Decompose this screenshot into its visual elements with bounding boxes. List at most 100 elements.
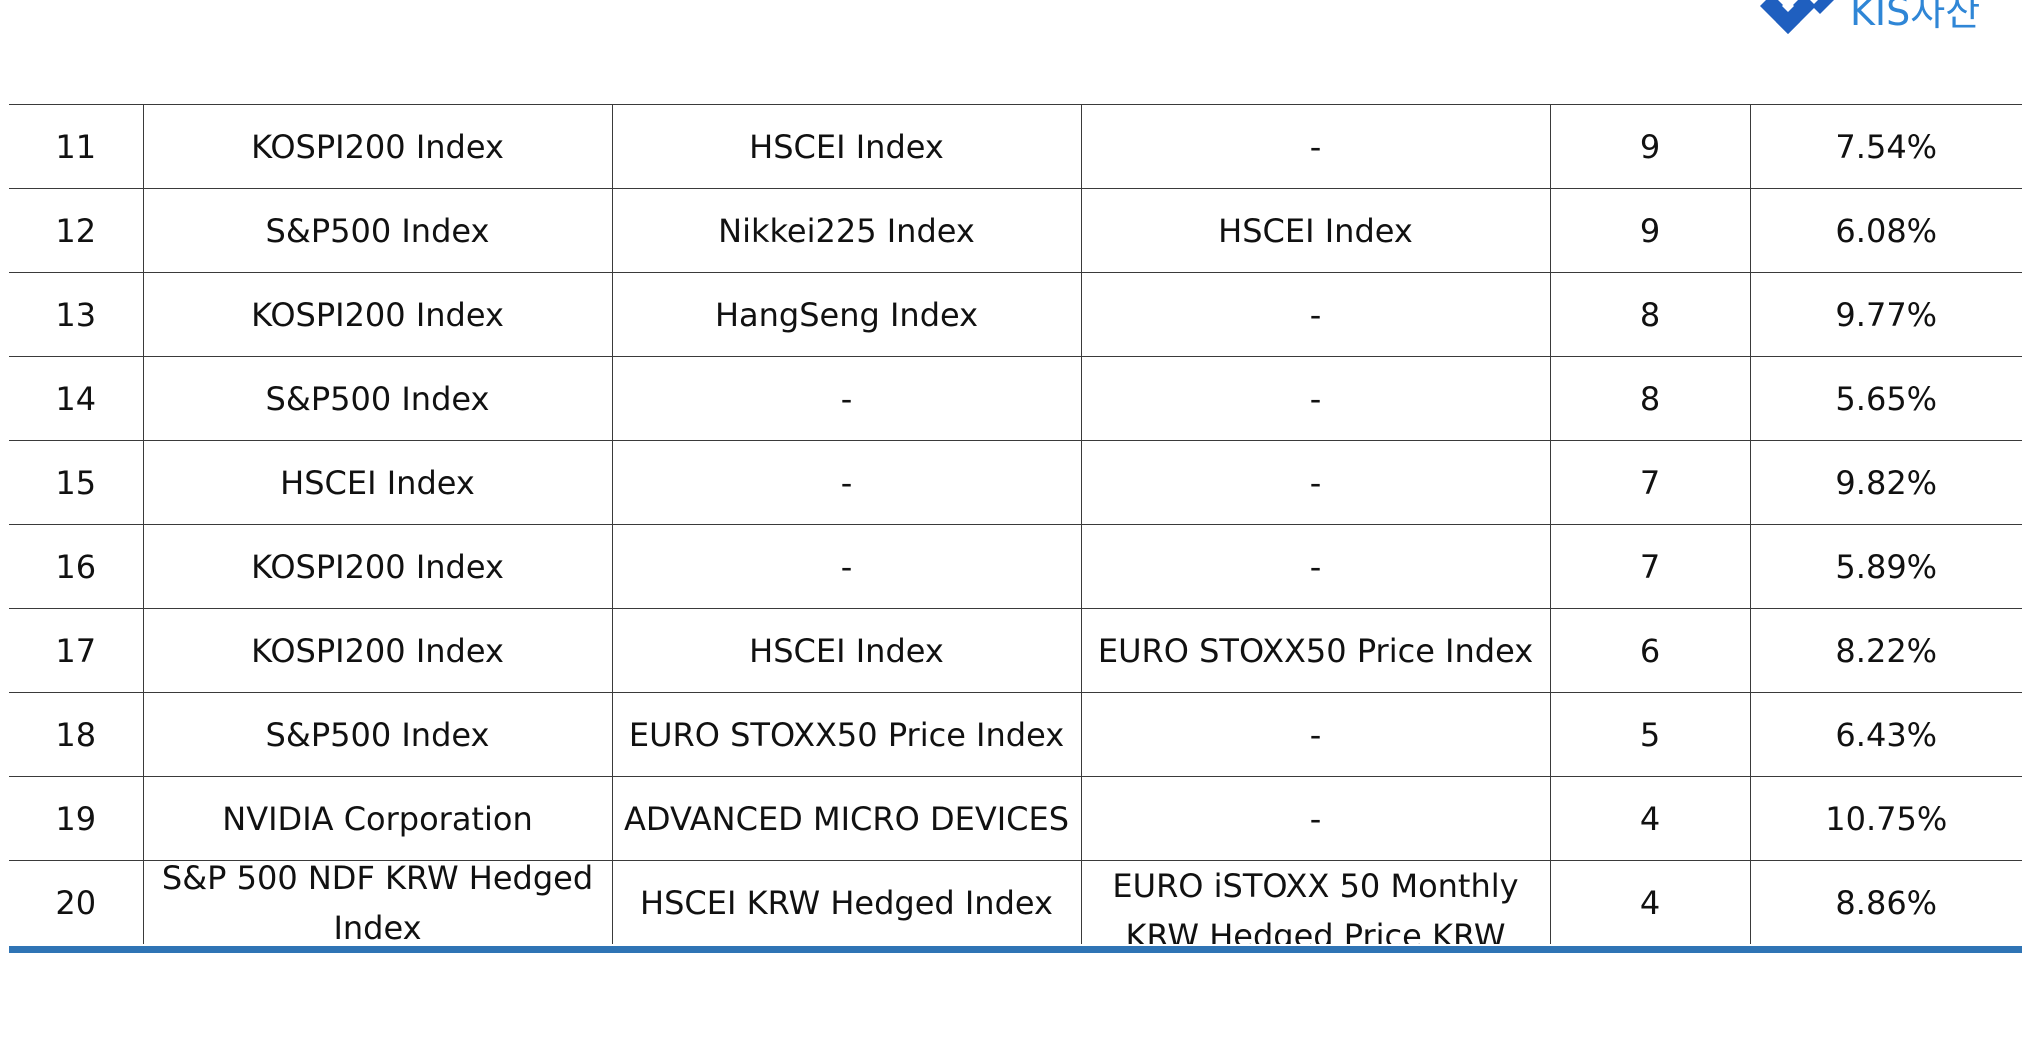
underlying-asset-3-text: - [1309, 379, 1322, 418]
table-body: 11 KOSPI200 Index HSCEI Index - 9 7.54% 12 S&P5… [9, 104, 2022, 944]
rate-text: 7.54% [1835, 127, 1938, 166]
table-row: 13 KOSPI200 Index HangSeng Index - 8 9.77% [9, 272, 2022, 357]
logo-text: KIS자산 [1850, 0, 1981, 34]
row-number-cell: 17 [9, 608, 143, 693]
underlying-asset-3-cell: HSCEI Index [1080, 188, 1550, 273]
underlying-asset-1-cell: NVIDIA Corporation [142, 776, 612, 861]
underlying-asset-2-cell: Nikkei225 Index [611, 188, 1081, 273]
underlying-asset-2-cell: HangSeng Index [611, 272, 1081, 357]
underlying-asset-2-text: HSCEI Index [749, 631, 944, 670]
underlying-asset-1-text: S&P500 Index [265, 715, 490, 754]
rate-text: 9.77% [1835, 295, 1938, 334]
underlying-asset-1-text: S&P500 Index [265, 211, 490, 250]
rate-cell: 5.65% [1749, 356, 2022, 441]
rate-cell: 6.43% [1749, 692, 2022, 777]
count-text: 4 [1639, 799, 1661, 838]
underlying-asset-2-text: - [840, 379, 853, 418]
row-number-cell: 13 [9, 272, 143, 357]
underlying-asset-2-text: ADVANCED MICRO DEVICES [623, 799, 1070, 838]
rate-text: 8.86% [1835, 883, 1938, 922]
underlying-asset-3-text: EURO STOXX50 Price Index [1097, 631, 1534, 670]
row-number-cell: 11 [9, 104, 143, 189]
company-logo: KIS자산 [1752, 0, 1980, 44]
row-number-cell: 12 [9, 188, 143, 273]
rate-text: 8.22% [1835, 631, 1938, 670]
index-combination-table: 11 KOSPI200 Index HSCEI Index - 9 7.54% 12 S&P5… [9, 104, 2022, 944]
underlying-asset-2-cell: - [611, 524, 1081, 609]
index-table-container: 11 KOSPI200 Index HSCEI Index - 9 7.54% 12 S&P5… [9, 104, 2022, 944]
row-number-cell: 19 [9, 776, 143, 861]
rate-text: 5.65% [1835, 379, 1938, 418]
underlying-asset-3-text: - [1309, 715, 1322, 754]
underlying-asset-3-text: - [1309, 463, 1322, 502]
underlying-asset-1-text: S&P500 Index [265, 379, 490, 418]
rate-cell: 8.86% [1749, 860, 2022, 944]
count-cell: 4 [1549, 776, 1750, 861]
underlying-asset-2-text: - [840, 463, 853, 502]
underlying-asset-1-text: KOSPI200 Index [251, 295, 504, 334]
row-number-text: 19 [55, 799, 97, 838]
underlying-asset-1-cell: S&P500 Index [142, 356, 612, 441]
underlying-asset-1-text: KOSPI200 Index [251, 547, 504, 586]
row-number-cell: 20 [9, 860, 143, 944]
row-number-text: 12 [55, 211, 97, 250]
underlying-asset-1-cell: S&P500 Index [142, 692, 612, 777]
underlying-asset-3-cell: - [1080, 104, 1550, 189]
bottom-accent-rule [9, 946, 2022, 953]
underlying-asset-1-cell: KOSPI200 Index [142, 104, 612, 189]
table-row: 16 KOSPI200 Index - - 7 5.89% [9, 524, 2022, 609]
underlying-asset-3-cell: - [1080, 356, 1550, 441]
rate-cell: 8.22% [1749, 608, 2022, 693]
count-cell: 9 [1549, 104, 1750, 189]
underlying-asset-3-cell: EURO STOXX50 Price Index [1080, 608, 1550, 693]
count-cell: 4 [1549, 860, 1750, 944]
underlying-asset-3-text: - [1309, 799, 1322, 838]
count-cell: 8 [1549, 272, 1750, 357]
count-text: 6 [1639, 631, 1661, 670]
table-row: 12 S&P500 Index Nikkei225 Index HSCEI Index… [9, 188, 2022, 273]
kis-diamond-logo-icon [1760, 0, 1834, 34]
underlying-asset-1-text: KOSPI200 Index [251, 631, 504, 670]
table-row: 11 KOSPI200 Index HSCEI Index - 9 7.54% [9, 104, 2022, 189]
count-text: 8 [1639, 379, 1661, 418]
rate-cell: 6.08% [1749, 188, 2022, 273]
underlying-asset-1-text: KOSPI200 Index [251, 127, 504, 166]
row-number-text: 17 [55, 631, 97, 670]
rate-cell: 7.54% [1749, 104, 2022, 189]
table-row: 14 S&P500 Index - - 8 5.65% [9, 356, 2022, 441]
underlying-asset-1-cell: KOSPI200 Index [142, 272, 612, 357]
rate-cell: 9.77% [1749, 272, 2022, 357]
rate-text: 6.08% [1835, 211, 1938, 250]
row-number-text: 13 [55, 295, 97, 334]
underlying-asset-2-cell: HSCEI Index [611, 104, 1081, 189]
underlying-asset-2-cell: - [611, 440, 1081, 525]
row-number-cell: 16 [9, 524, 143, 609]
table-row: 15 HSCEI Index - - 7 9.82% [9, 440, 2022, 525]
table-row: 18 S&P500 Index EURO STOXX50 Price Index - 5… [9, 692, 2022, 777]
count-text: 9 [1639, 127, 1661, 166]
underlying-asset-2-text: Nikkei225 Index [718, 211, 975, 250]
rate-text: 10.75% [1825, 799, 1948, 838]
underlying-asset-3-text: - [1309, 295, 1322, 334]
underlying-asset-3-cell: - [1080, 272, 1550, 357]
underlying-asset-3-cell: - [1080, 692, 1550, 777]
underlying-asset-1-cell: S&P 500 NDF KRW Hedged Index [142, 860, 612, 944]
row-number-text: 18 [55, 715, 97, 754]
row-number-text: 15 [55, 463, 97, 502]
row-number-text: 16 [55, 547, 97, 586]
underlying-asset-1-cell: HSCEI Index [142, 440, 612, 525]
rate-text: 6.43% [1835, 715, 1938, 754]
underlying-asset-3-cell: - [1080, 776, 1550, 861]
underlying-asset-3-cell: EURO iSTOXX 50 Monthly KRW Hedged Price … [1080, 860, 1550, 944]
underlying-asset-1-cell: KOSPI200 Index [142, 608, 612, 693]
count-cell: 7 [1549, 524, 1750, 609]
underlying-asset-3-cell: - [1080, 524, 1550, 609]
row-number-text: 20 [55, 883, 97, 922]
underlying-asset-2-cell: HSCEI KRW Hedged Index [611, 860, 1081, 944]
underlying-asset-3-text: EURO iSTOXX 50 Monthly KRW Hedged Price … [1112, 867, 1519, 944]
count-text: 5 [1639, 715, 1661, 754]
underlying-asset-2-text: EURO STOXX50 Price Index [628, 715, 1065, 754]
count-cell: 7 [1549, 440, 1750, 525]
underlying-asset-1-text: NVIDIA Corporation [222, 799, 533, 838]
